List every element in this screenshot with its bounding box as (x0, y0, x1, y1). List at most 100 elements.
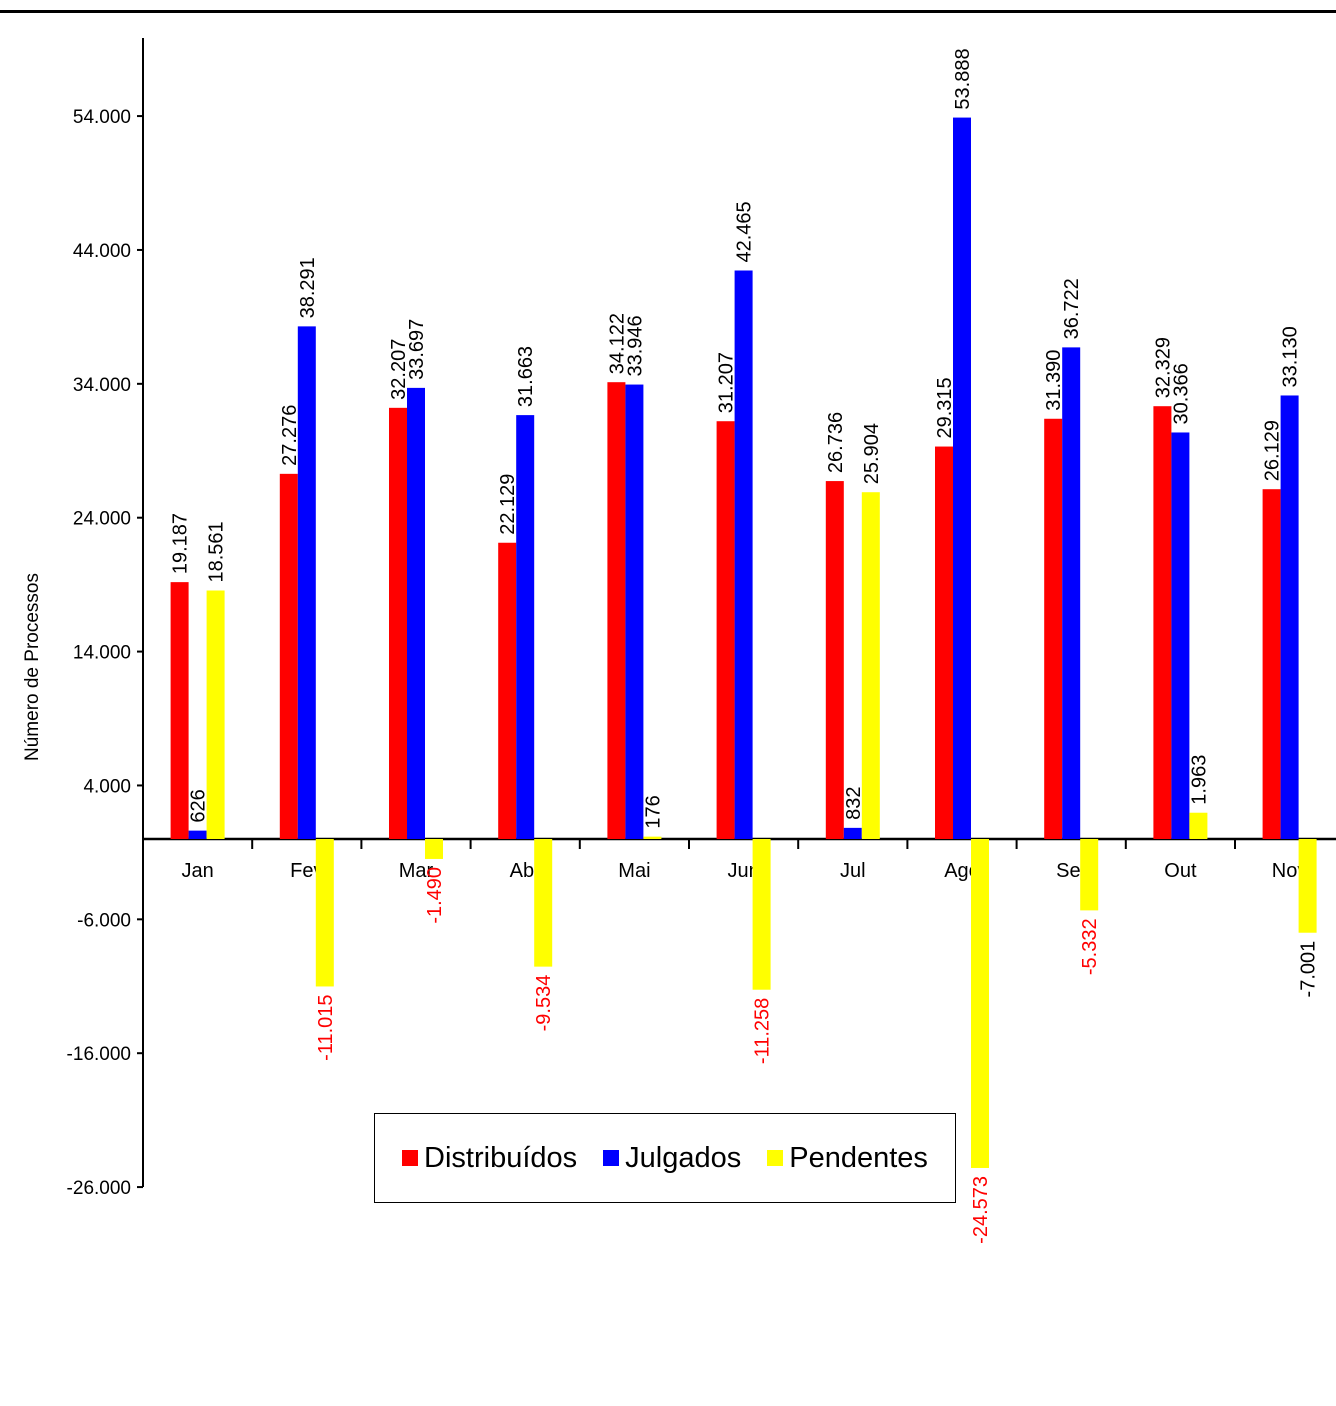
data-label-julgados: 36.722 (1061, 278, 1083, 339)
bar-pendentes (971, 839, 989, 1168)
top-rule (0, 10, 1336, 13)
bar-pendentes (1189, 812, 1208, 839)
x-tick-label: Jun (727, 860, 759, 882)
legend-label-pendentes: Pendentes (789, 1141, 928, 1174)
data-label-pendentes: 25.904 (861, 423, 883, 484)
data-label-pendentes: 1.963 (1188, 755, 1210, 805)
data-label-pendentes: -24.573 (970, 1176, 992, 1244)
y-tick-label: -26.000 (67, 1178, 131, 1199)
data-label-pendentes: -5.332 (1079, 918, 1101, 975)
data-label-pendentes: -7.001 (1298, 941, 1320, 998)
data-label-julgados: 33.697 (406, 319, 428, 380)
bar-distribuidos (1262, 489, 1281, 839)
bar-pendentes (861, 492, 880, 839)
data-label-julgados: 31.663 (515, 346, 537, 407)
bar-julgados (1062, 347, 1081, 839)
data-label-distribuidos: 32.207 (388, 339, 410, 400)
bar-pendentes (206, 590, 225, 839)
bar-pendentes (752, 839, 771, 990)
bar-pendentes (1298, 839, 1317, 933)
bar-julgados (734, 270, 753, 839)
data-label-distribuidos: 31.207 (716, 352, 738, 413)
x-tick-label: Out (1164, 860, 1197, 882)
bar-pendentes (1080, 839, 1099, 911)
bar-distribuidos (825, 481, 844, 839)
y-tick-label: 24.000 (73, 509, 131, 530)
bar-julgados (1280, 395, 1299, 839)
data-label-distribuidos: 26.129 (1262, 420, 1284, 481)
legend-label-julgados: Julgados (625, 1141, 742, 1174)
y-tick-label: 54.000 (73, 107, 131, 128)
data-label-pendentes: -11.015 (315, 994, 337, 1060)
x-tick-label: Jan (181, 860, 213, 882)
data-label-distribuidos: 32.329 (1152, 337, 1174, 398)
data-label-julgados: 832 (843, 786, 865, 819)
bar-julgados (953, 117, 971, 839)
legend-swatch-distribuidos (402, 1150, 419, 1166)
y-tick-label: -6.000 (77, 910, 131, 931)
bar-julgados (516, 415, 535, 839)
y-axis-label: Número de Processos (22, 573, 43, 761)
bar-distribuidos (607, 382, 626, 839)
x-tick-label: Abr (510, 860, 541, 882)
legend-item-julgados: Julgados (603, 1142, 741, 1175)
data-label-pendentes: 176 (642, 795, 664, 828)
data-label-distribuidos: 34.122 (606, 313, 628, 374)
bars (170, 117, 1317, 1168)
x-tick-label: Mar (399, 860, 434, 882)
data-label-pendentes: -11.258 (752, 998, 774, 1064)
data-label-julgados: 30.366 (1170, 363, 1192, 424)
x-tick-label: Jul (840, 860, 866, 882)
y-tick-label: 44.000 (73, 241, 131, 262)
bar-julgados (843, 827, 862, 839)
data-label-julgados: 33.946 (624, 315, 646, 376)
bar-pendentes (643, 836, 662, 839)
bar-distribuidos (279, 473, 298, 839)
x-tick-label: Fev (290, 860, 323, 882)
bar-distribuidos (1044, 418, 1063, 839)
data-label-distribuidos: 29.315 (934, 377, 956, 438)
data-label-pendentes: -1.490 (424, 867, 446, 924)
data-label-julgados: 38.291 (297, 257, 319, 318)
data-label-julgados: 42.465 (734, 201, 756, 262)
data-label-distribuidos: 31.390 (1043, 350, 1065, 411)
bar-distribuidos (170, 582, 189, 839)
bar-julgados (188, 830, 207, 839)
x-tick-label: Mai (618, 860, 650, 882)
legend: Distribuídos Julgados Pendentes (374, 1113, 956, 1203)
data-label-julgados: 33.130 (1280, 326, 1302, 387)
bar-pendentes (315, 839, 334, 987)
bar-pendentes (425, 839, 443, 859)
data-label-distribuidos: 19.187 (170, 513, 192, 574)
data-label-pendentes: -9.534 (533, 975, 555, 1032)
legend-label-distribuidos: Distribuídos (424, 1141, 578, 1174)
x-tick-label: Set (1056, 860, 1086, 882)
data-label-pendentes: 18.561 (206, 521, 228, 582)
bar-julgados (1171, 432, 1190, 839)
x-tick-label: Nov (1272, 860, 1308, 882)
bar-pendentes (534, 839, 553, 967)
bar-julgados (297, 326, 316, 839)
data-labels: 19.187 27.276 32.207 22.129 34.122 31.207 26.7… (170, 48, 1320, 1243)
data-label-distribuidos: 22.129 (497, 474, 519, 535)
data-label-distribuidos: 27.276 (279, 405, 301, 466)
bar-distribuidos (716, 421, 735, 839)
bar-distribuidos (498, 542, 517, 839)
y-tick-label: 14.000 (73, 643, 131, 664)
axes: 54.000 44.000 34.000 24.000 14.000 4.000 -6.00… (67, 38, 1336, 1199)
bar-distribuidos (935, 446, 953, 839)
bar-julgados (407, 387, 425, 839)
x-tick-label: Ago (944, 860, 980, 882)
data-label-julgados: 53.888 (952, 48, 974, 109)
y-tick-label: 34.000 (73, 375, 131, 396)
legend-item-distribuidos: Distribuídos (402, 1142, 577, 1175)
data-label-julgados: 626 (188, 789, 210, 822)
legend-swatch-julgados (603, 1150, 620, 1166)
y-tick-label: -16.000 (67, 1044, 131, 1065)
data-label-distribuidos: 26.736 (825, 412, 847, 473)
bar-distribuidos (1153, 406, 1172, 839)
legend-item-pendentes: Pendentes (767, 1142, 928, 1175)
legend-swatch-pendentes (767, 1150, 784, 1166)
bar-julgados (625, 384, 644, 839)
